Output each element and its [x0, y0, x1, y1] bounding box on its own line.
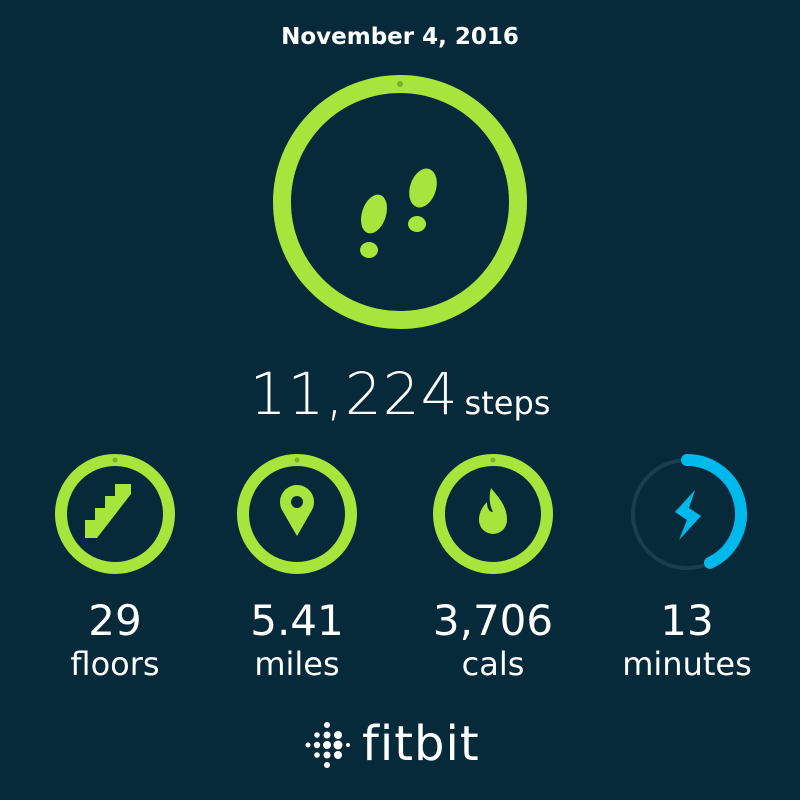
- steps-unit: steps: [464, 384, 551, 422]
- steps-value: 11,224: [249, 360, 459, 428]
- calories-unit: cals: [461, 645, 525, 683]
- location-pin-icon: [280, 485, 314, 536]
- stat-floors[interactable]: 29 floors: [25, 452, 205, 684]
- minutes-unit: minutes: [622, 645, 752, 683]
- calories-value: 3,706: [432, 596, 554, 645]
- steps-readout: 11,224 steps: [0, 360, 800, 428]
- lightning-icon: [675, 490, 701, 540]
- fitbit-wordmark: fitbit: [362, 716, 480, 772]
- stat-miles[interactable]: 5.41 miles: [207, 452, 387, 684]
- steps-ring[interactable]: [272, 74, 528, 334]
- footprints-icon: [360, 168, 437, 258]
- stat-calories[interactable]: 3,706 cals: [403, 452, 583, 684]
- date-title: November 4, 2016: [281, 24, 519, 50]
- floors-unit: floors: [70, 645, 160, 683]
- fitbit-dots-icon: [305, 722, 350, 768]
- miles-unit: miles: [254, 645, 340, 683]
- minutes-value: 13: [660, 596, 714, 645]
- active-minutes-progress-arc: [681, 454, 747, 569]
- flame-icon: [479, 488, 507, 534]
- floors-value: 29: [88, 596, 142, 645]
- miles-value: 5.41: [250, 596, 344, 645]
- fitbit-logo: fitbit: [300, 716, 480, 772]
- stat-active-minutes[interactable]: 13 minutes: [597, 452, 777, 684]
- stairs-icon: [85, 484, 131, 538]
